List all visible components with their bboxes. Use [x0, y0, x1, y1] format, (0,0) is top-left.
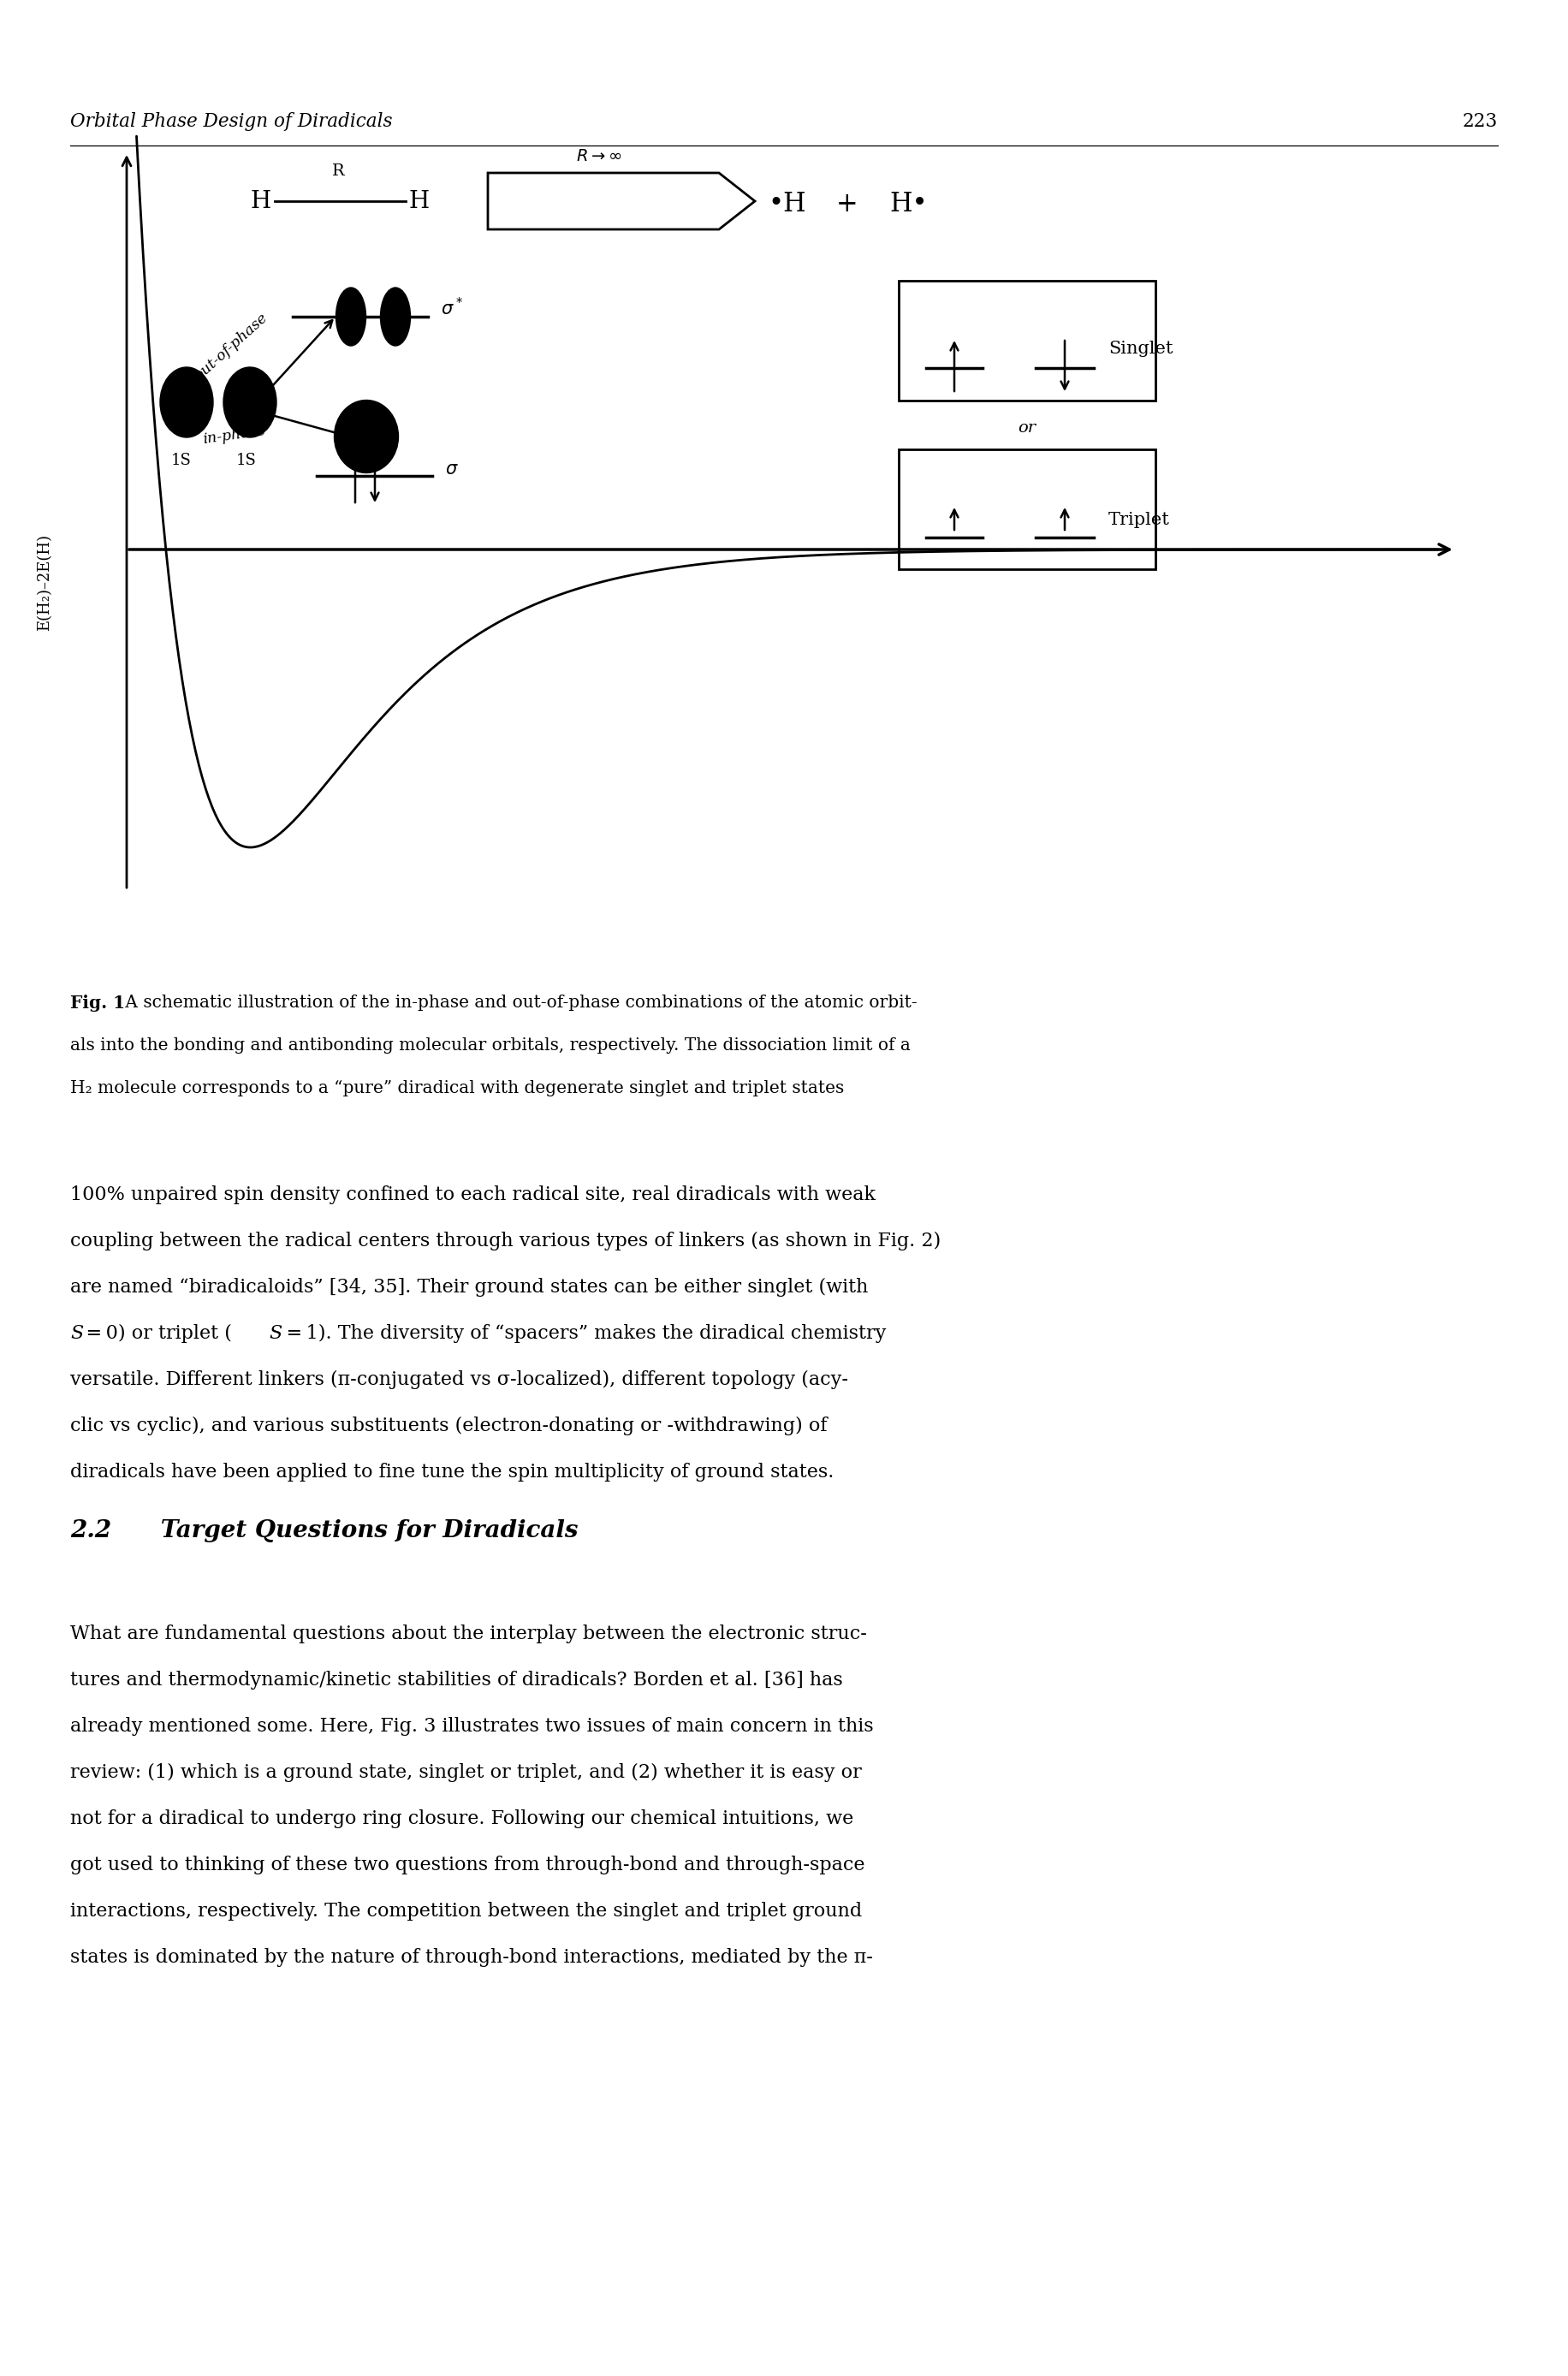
Ellipse shape — [334, 399, 398, 473]
Text: 100% unpaired spin density confined to each radical site, real diradicals with w: 100% unpaired spin density confined to e… — [71, 1186, 875, 1205]
Text: E(H₂)–2E(H): E(H₂)–2E(H) — [36, 535, 52, 630]
Text: Singlet: Singlet — [1109, 340, 1173, 356]
Text: tures and thermodynamic/kinetic stabilities of diradicals? Borden et al. [36] ha: tures and thermodynamic/kinetic stabilit… — [71, 1670, 844, 1689]
Text: H: H — [251, 190, 271, 214]
Text: 2.2: 2.2 — [71, 1518, 111, 1542]
Ellipse shape — [160, 368, 213, 437]
Text: $\sigma$: $\sigma$ — [445, 461, 458, 478]
Text: Target Questions for Diradicals: Target Questions for Diradicals — [136, 1518, 579, 1542]
Text: out-of-phase: out-of-phase — [191, 311, 271, 383]
Text: review: (1) which is a ground state, singlet or triplet, and (2) whether it is e: review: (1) which is a ground state, sin… — [71, 1763, 862, 1782]
Text: in-phase: in-phase — [202, 423, 267, 447]
Ellipse shape — [381, 287, 411, 347]
Text: H•: H• — [891, 190, 928, 216]
Text: versatile. Different linkers (π-conjugated vs σ-localized), different topology (: versatile. Different linkers (π-conjugat… — [71, 1371, 848, 1390]
Text: Orbital Phase Design of Diradicals: Orbital Phase Design of Diradicals — [71, 112, 392, 131]
Ellipse shape — [223, 368, 276, 437]
Text: H: H — [409, 190, 430, 214]
Ellipse shape — [336, 287, 365, 347]
Text: Triplet: Triplet — [1109, 511, 1170, 527]
Text: A schematic illustration of the in-phase and out-of-phase combinations of the at: A schematic illustration of the in-phase… — [119, 996, 917, 1010]
Text: clic vs cyclic), and various substituents (electron-donating or -withdrawing) of: clic vs cyclic), and various substituent… — [71, 1416, 828, 1435]
Text: H₂ molecule corresponds to a “pure” diradical with degenerate singlet and triple: H₂ molecule corresponds to a “pure” dira… — [71, 1081, 844, 1095]
Text: already mentioned some. Here, Fig. 3 illustrates two issues of main concern in t: already mentioned some. Here, Fig. 3 ill… — [71, 1718, 873, 1737]
Bar — [898, 449, 1156, 570]
Text: •H: •H — [768, 190, 806, 216]
Text: = 1). The diversity of “spacers” makes the diradical chemistry: = 1). The diversity of “spacers” makes t… — [282, 1323, 886, 1342]
Bar — [898, 280, 1156, 402]
Text: states is dominated by the nature of through-bond interactions, mediated by the : states is dominated by the nature of thr… — [71, 1948, 873, 1967]
Text: als into the bonding and antibonding molecular orbitals, respectively. The disso: als into the bonding and antibonding mol… — [71, 1038, 911, 1053]
Text: S: S — [71, 1323, 83, 1342]
Text: coupling between the radical centers through various types of linkers (as shown : coupling between the radical centers thr… — [71, 1231, 941, 1250]
Text: $\sigma^*$: $\sigma^*$ — [441, 297, 463, 318]
Text: Fig. 1: Fig. 1 — [71, 996, 125, 1012]
Text: not for a diradical to undergo ring closure. Following our chemical intuitions, : not for a diradical to undergo ring clos… — [71, 1811, 853, 1827]
Text: +: + — [836, 190, 858, 216]
Text: 223: 223 — [1463, 112, 1497, 131]
Text: 1S: 1S — [171, 454, 191, 468]
Text: got used to thinking of these two questions from through-bond and through-space: got used to thinking of these two questi… — [71, 1856, 866, 1875]
Text: are named “biradicaloids” [34, 35]. Their ground states can be either singlet (w: are named “biradicaloids” [34, 35]. Thei… — [71, 1278, 869, 1297]
Text: $R\rightarrow\infty$: $R\rightarrow\infty$ — [575, 150, 622, 164]
Text: S: S — [268, 1323, 282, 1342]
Text: diradicals have been applied to fine tune the spin multiplicity of ground states: diradicals have been applied to fine tun… — [71, 1464, 834, 1483]
Text: R: R — [332, 164, 345, 178]
Text: What are fundamental questions about the interplay between the electronic struc-: What are fundamental questions about the… — [71, 1625, 867, 1644]
Text: interactions, respectively. The competition between the singlet and triplet grou: interactions, respectively. The competit… — [71, 1901, 862, 1920]
Text: = 0) or triplet (: = 0) or triplet ( — [82, 1323, 232, 1342]
Text: 1S: 1S — [237, 454, 257, 468]
Text: or: or — [1018, 421, 1036, 435]
